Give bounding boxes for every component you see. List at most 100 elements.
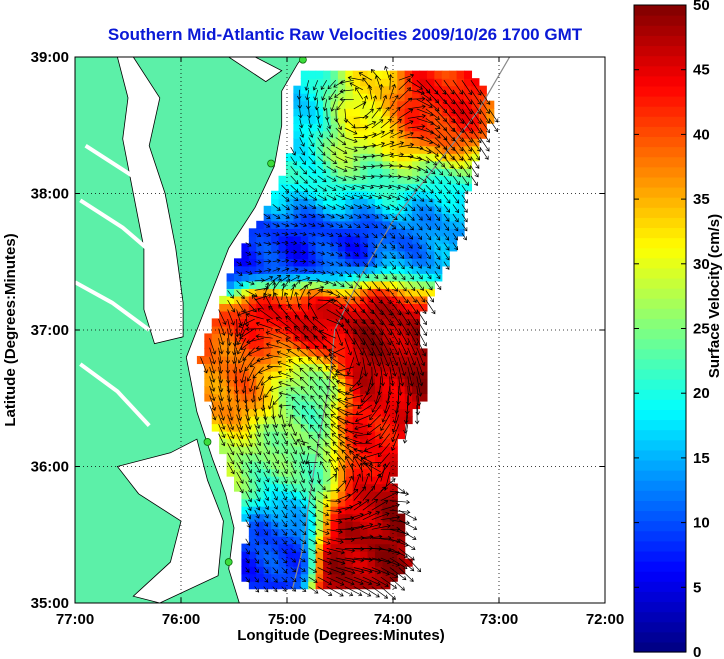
velocity-vector (245, 270, 253, 275)
velocity-cell (323, 333, 332, 342)
velocity-cell (330, 558, 339, 567)
velocity-cell (330, 123, 339, 132)
velocity-vector (362, 223, 370, 228)
velocity-cell (419, 115, 428, 124)
velocity-cell (360, 183, 369, 192)
velocity-cell (360, 521, 369, 530)
velocity-cell (241, 438, 250, 447)
velocity-cell (308, 400, 317, 410)
velocity-vector (443, 79, 455, 95)
velocity-vector (265, 353, 282, 358)
velocity-vector (398, 338, 408, 356)
velocity-vector (236, 271, 243, 276)
velocity-vector (335, 175, 347, 182)
velocity-vector (272, 258, 281, 264)
velocity-vector (254, 548, 260, 555)
velocity-vector (236, 433, 244, 448)
velocity-vector (287, 349, 300, 358)
velocity-vector (425, 280, 433, 291)
velocity-vector (380, 478, 396, 492)
velocity-vector (237, 347, 247, 364)
velocity-vector (313, 89, 319, 101)
velocity-cell (382, 250, 391, 259)
velocity-vector (272, 281, 277, 301)
velocity-cell (345, 348, 354, 357)
velocity-vector (389, 242, 396, 249)
velocity-cell (404, 310, 413, 319)
velocity-cell (471, 100, 480, 109)
velocity-cell (278, 378, 287, 387)
velocity-cell (374, 78, 383, 87)
velocity-vector (299, 146, 306, 156)
velocity-cell (308, 160, 317, 169)
velocity-cell (263, 453, 272, 462)
velocity-cell (226, 288, 235, 297)
velocity-cell (389, 528, 398, 537)
velocity-vector (335, 576, 355, 586)
velocity-cell (293, 446, 302, 455)
velocity-cell (360, 355, 369, 365)
velocity-vector (443, 261, 450, 270)
velocity-cell (404, 78, 413, 87)
velocity-vector (290, 387, 300, 396)
velocity-vector (470, 108, 482, 125)
velocity-cell (360, 145, 369, 154)
velocity-cell (389, 190, 398, 199)
velocity-cell (337, 205, 346, 214)
colorbar-segment (634, 15, 686, 26)
velocity-cell (374, 506, 383, 515)
velocity-cell (419, 93, 428, 102)
velocity-vector (245, 462, 252, 474)
velocity-cell (308, 183, 317, 192)
velocity-cell (345, 551, 354, 560)
velocity-vector (398, 213, 407, 221)
velocity-cell (360, 581, 369, 590)
colorbar-segment (634, 95, 686, 107)
velocity-cell (226, 370, 235, 380)
velocity-vector (384, 65, 391, 81)
velocity-vector (254, 242, 262, 247)
velocity-cell (367, 416, 376, 425)
colorbar-tick-label: 45 (693, 62, 710, 79)
velocity-cell (241, 303, 250, 312)
velocity-cell (323, 303, 332, 312)
velocity-cell (226, 431, 235, 440)
velocity-vector (434, 280, 442, 291)
velocity-vector (209, 338, 217, 355)
velocity-cell (456, 93, 465, 102)
velocity-vector (236, 290, 245, 299)
velocity-cell (226, 363, 235, 372)
velocity-vector (434, 242, 441, 251)
velocity-cell (234, 303, 243, 312)
velocity-cell (241, 250, 250, 259)
velocity-vector (416, 318, 428, 337)
velocity-cell (464, 93, 473, 102)
velocity-vector (362, 77, 373, 91)
velocity-vector (317, 232, 325, 237)
velocity-vector (324, 423, 337, 434)
velocity-cell (315, 250, 324, 259)
velocity-cell (300, 153, 309, 162)
velocity-vector (353, 280, 363, 290)
velocity-cell (456, 130, 465, 139)
velocity-vector (407, 124, 426, 129)
velocity-cell (374, 498, 383, 507)
velocity-cell (211, 393, 220, 402)
velocity-vector (479, 108, 490, 124)
velocity-cell (449, 123, 458, 132)
velocity-cell (419, 363, 428, 372)
velocity-vector (266, 364, 282, 369)
velocity-cell (300, 93, 309, 102)
velocity-vector (335, 271, 344, 277)
velocity-cell (419, 370, 428, 380)
velocity-vector (371, 280, 381, 292)
velocity-cell (404, 100, 413, 109)
velocity-cell (434, 138, 443, 147)
velocity-cell (256, 250, 265, 259)
velocity-cell (389, 265, 398, 274)
velocity-vector (407, 194, 417, 202)
velocity-vector (389, 223, 397, 230)
velocity-cell (211, 400, 220, 410)
velocity-cell (360, 70, 369, 79)
velocity-cell (315, 348, 324, 357)
